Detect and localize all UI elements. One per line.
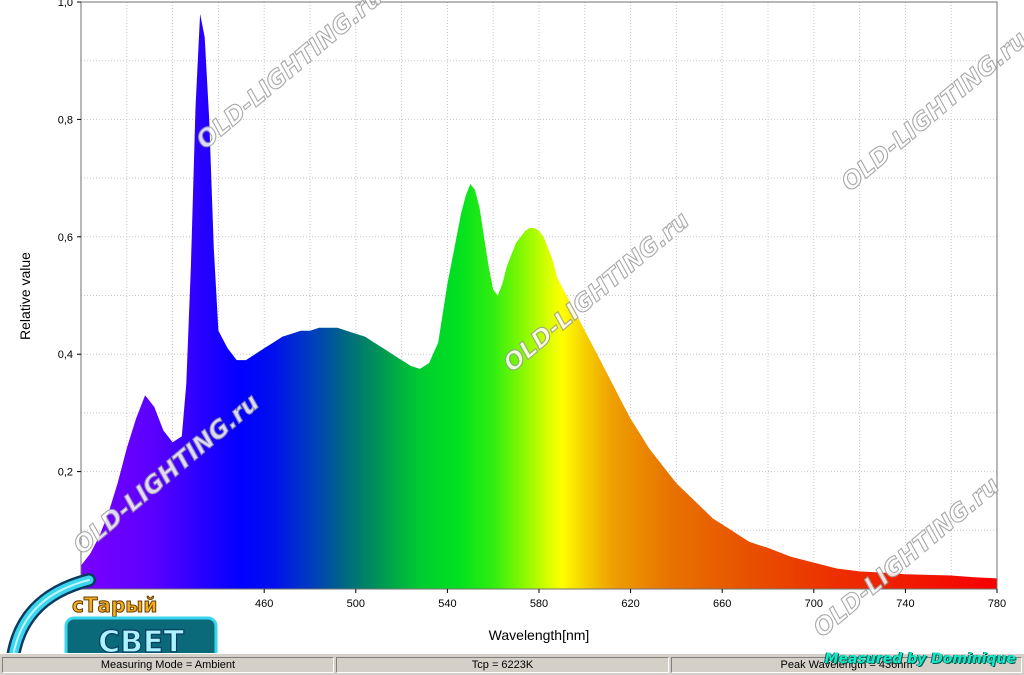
status-tcp: Tcp = 6223K [336, 656, 669, 673]
y-tick-label: 0,8 [58, 114, 73, 126]
logo-arc-icon [5, 573, 96, 670]
y-axis-ticks: 00,20,40,60,81,0 [58, 0, 81, 596]
credit-text: Measured by Dominique [824, 651, 1016, 667]
status-measuring-mode: Measuring Mode = Ambient [2, 656, 334, 673]
y-tick-label: 0,6 [58, 232, 73, 244]
watermark: OLD-LIGHTING.ru [191, 0, 388, 155]
x-tick-label: 620 [621, 598, 639, 610]
y-tick-label: 1,0 [58, 0, 73, 9]
status-bar: Measuring Mode = Ambient Tcp = 6223K Pea… [0, 653, 1024, 675]
x-tick-label: 540 [438, 598, 456, 610]
logo-top-text: сТарый [72, 593, 157, 617]
watermark: OLD-LIGHTING.ru [836, 25, 1024, 196]
x-axis-title: Wavelength[nm] [489, 627, 590, 643]
x-tick-label: 580 [530, 598, 548, 610]
y-axis-title: Relative value [17, 252, 33, 340]
x-tick-label: 460 [255, 598, 273, 610]
x-axis-ticks: 460 500 540 580 620 660 700 740 780 [255, 589, 1006, 610]
x-tick-label: 780 [988, 598, 1006, 610]
spectrum-area-layer [81, 13, 997, 589]
spectrum-chart: 460 500 540 580 620 660 700 740 780 00,20,40,60,… [17, 0, 1024, 643]
status-peak-wavelength: Peak Wavelength = 436nm [671, 656, 1022, 673]
y-tick-label: 0,2 [58, 467, 73, 479]
spectrum-series [81, 13, 997, 589]
watermark: OLD-LIGHTING.ru [808, 471, 1005, 642]
x-tick-label: 500 [347, 598, 365, 610]
y-tick-label: 0,4 [58, 349, 73, 361]
x-tick-label: 660 [713, 598, 731, 610]
x-tick-label: 740 [896, 598, 914, 610]
x-tick-label: 700 [805, 598, 823, 610]
